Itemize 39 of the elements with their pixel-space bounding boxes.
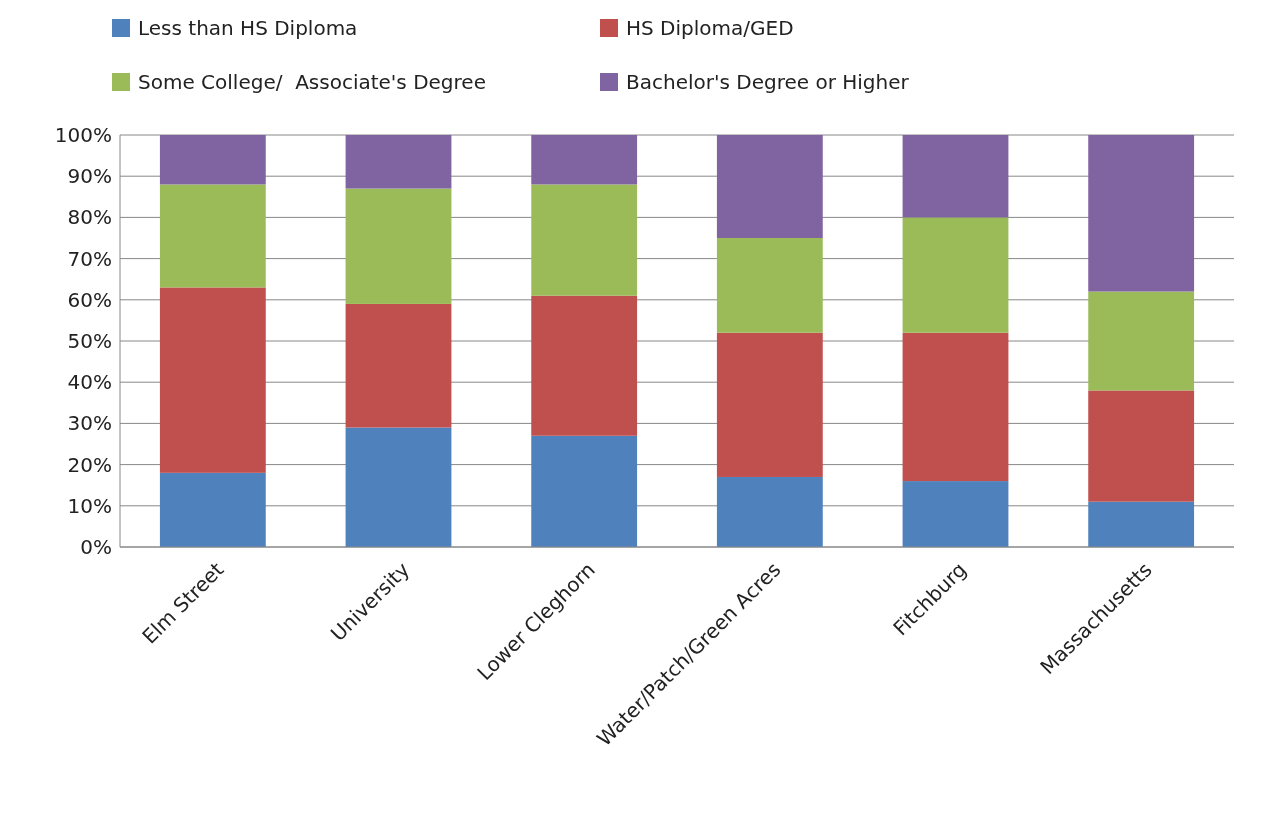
y-tick-label: 30% [67, 411, 112, 436]
bar [531, 135, 638, 185]
bar [902, 135, 1009, 218]
bar [1088, 390, 1195, 502]
bar [716, 135, 823, 238]
bar [902, 217, 1009, 333]
y-tick-label: 10% [67, 493, 112, 518]
y-tick-label: 60% [67, 287, 112, 312]
y-tick-label: 0% [80, 535, 112, 559]
y-tick-label: 100% [54, 123, 112, 147]
bar [345, 135, 452, 189]
y-tick-label: 90% [67, 164, 112, 189]
bar [159, 184, 266, 288]
bar [1088, 291, 1195, 391]
legend-label: HS Diploma/GED [626, 16, 794, 40]
bar [531, 295, 638, 436]
y-tick-label: 70% [67, 246, 112, 271]
y-tick-label: 40% [67, 370, 112, 395]
y-tick-label: 20% [67, 452, 112, 477]
bar [531, 184, 638, 296]
bar [902, 481, 1009, 547]
bar [345, 427, 452, 547]
bar [1088, 135, 1195, 292]
bar [716, 332, 823, 477]
bar [902, 332, 1009, 482]
y-tick-label: 80% [67, 205, 112, 230]
bar [159, 287, 266, 473]
bar [345, 188, 452, 304]
legend-label: Less than HS Diploma [138, 16, 358, 40]
legend-label: Some College/ Associate's Degree [138, 70, 486, 94]
bar [345, 303, 452, 428]
bar [1088, 501, 1195, 547]
bar [159, 135, 266, 185]
bar [716, 476, 823, 547]
bar [531, 435, 638, 547]
bar [716, 238, 823, 333]
legend-label: Bachelor's Degree or Higher [626, 70, 910, 94]
bar [159, 472, 266, 547]
y-tick-label: 50% [67, 329, 112, 353]
